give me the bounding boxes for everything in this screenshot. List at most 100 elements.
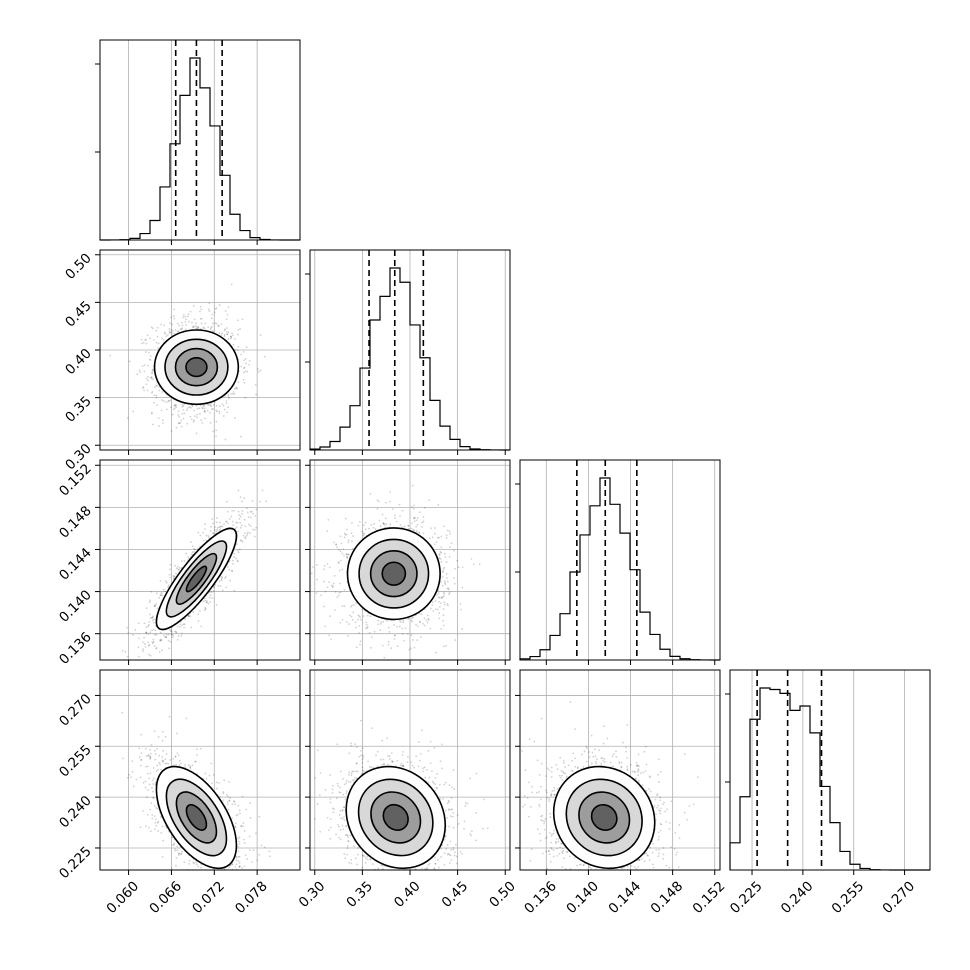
scatter-point — [434, 608, 437, 611]
scatter-point — [165, 636, 168, 639]
scatter-point — [190, 626, 193, 629]
scatter-point — [124, 650, 127, 653]
scatter-point — [235, 387, 238, 389]
scatter-point — [172, 575, 175, 577]
scatter-point — [203, 409, 206, 412]
scatter-point — [204, 322, 207, 325]
scatter-point — [265, 500, 268, 503]
scatter-point — [159, 580, 162, 582]
scatter-point — [154, 605, 157, 608]
scatter-point — [243, 518, 246, 521]
scatter-point — [194, 415, 197, 418]
scatter-point — [399, 621, 402, 624]
panel-frame — [729, 669, 931, 871]
scatter-point — [328, 566, 331, 569]
scatter-point — [177, 565, 179, 568]
scatter-point — [233, 338, 236, 340]
scatter-point — [170, 316, 173, 319]
scatter-point — [324, 590, 327, 593]
scatter-point — [157, 342, 160, 345]
scatter-point — [222, 404, 225, 407]
joint-density — [121, 711, 271, 870]
scatter-point — [170, 629, 173, 632]
scatter-point — [211, 408, 213, 411]
scatter-point — [181, 324, 184, 327]
scatter-point — [132, 634, 134, 636]
scatter-point — [244, 362, 247, 365]
scatter-point — [338, 594, 340, 597]
scatter-point — [243, 359, 245, 362]
scatter-point — [233, 552, 236, 555]
scatter-point — [225, 400, 228, 402]
scatter-point — [155, 394, 158, 397]
scatter-point — [409, 647, 412, 650]
x-tick-label: 0.240 — [778, 878, 817, 917]
scatter-point — [461, 628, 464, 631]
scatter-point — [441, 584, 444, 587]
scatter-point — [230, 515, 233, 518]
scatter-point — [152, 628, 155, 631]
scatter-point — [150, 391, 153, 394]
scatter-point — [211, 322, 214, 325]
scatter-point — [427, 617, 430, 620]
scatter-point — [147, 375, 149, 378]
scatter-point — [157, 347, 160, 349]
scatter-point — [438, 554, 441, 556]
scatter-point — [362, 615, 365, 618]
scatter-point — [192, 420, 195, 423]
scatter-point — [448, 591, 451, 594]
scatter-point — [401, 509, 404, 512]
scatter-point — [413, 517, 416, 520]
scatter-point — [443, 601, 446, 604]
scatter-point — [217, 324, 220, 327]
scatter-point — [388, 631, 391, 633]
scatter-point — [146, 334, 149, 337]
scatter-point — [220, 334, 223, 336]
scatter-point — [259, 369, 262, 372]
scatter-point — [173, 332, 176, 335]
scatter-point — [239, 496, 242, 499]
scatter-point — [446, 529, 449, 532]
scatter-point — [418, 531, 420, 534]
scatter-point — [244, 537, 247, 540]
scatter-point — [326, 563, 329, 565]
scatter-point — [168, 628, 171, 631]
scatter-point — [148, 623, 150, 626]
scatter-point — [186, 407, 189, 409]
scatter-point — [152, 423, 154, 426]
scatter-point — [227, 397, 230, 399]
scatter-point — [242, 371, 245, 374]
scatter-point — [234, 416, 236, 419]
scatter-point — [182, 316, 185, 319]
scatter-point — [152, 618, 155, 621]
contour-line-2 — [369, 550, 418, 598]
scatter-point — [360, 618, 362, 621]
scatter-point — [150, 376, 153, 378]
scatter-point — [209, 411, 211, 414]
scatter-point — [440, 596, 443, 599]
scatter-point — [418, 612, 421, 615]
scatter-point — [217, 325, 220, 328]
scatter-point — [320, 594, 323, 597]
scatter-point — [209, 404, 212, 407]
joint-panel-2-1 — [305, 459, 511, 665]
scatter-point — [358, 615, 361, 618]
scatter-point — [215, 322, 218, 325]
scatter-point — [204, 606, 207, 609]
scatter-point — [246, 370, 249, 373]
y-tick-label: 0.50 — [62, 250, 95, 283]
scatter-point — [153, 645, 156, 647]
scatter-point — [180, 328, 183, 331]
scatter-point — [151, 641, 154, 644]
scatter-point — [339, 582, 341, 585]
scatter-point — [221, 576, 224, 579]
scatter-point — [192, 325, 195, 328]
scatter-point — [171, 413, 174, 416]
scatter-point — [245, 346, 248, 349]
scatter-point — [225, 586, 228, 589]
scatter-point — [142, 386, 145, 389]
scatter-point — [223, 329, 226, 332]
scatter-point — [383, 656, 386, 659]
scatter-point — [255, 508, 258, 511]
scatter-point — [410, 527, 413, 530]
